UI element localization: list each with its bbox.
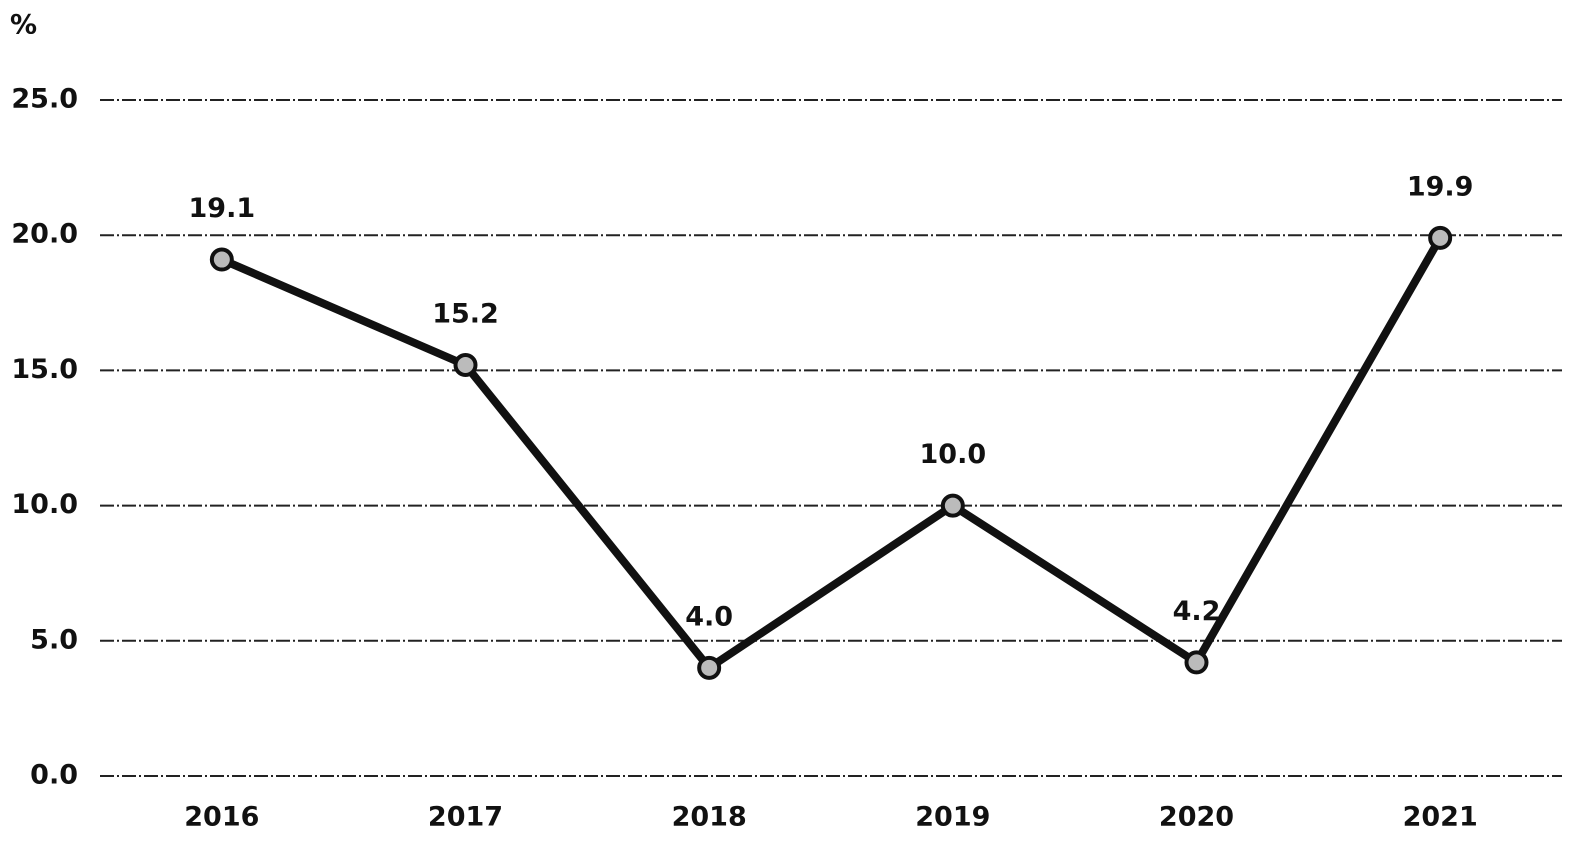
data-label: 19.9: [1407, 171, 1474, 202]
data-label: 19.1: [189, 193, 256, 224]
y-tick-label: 10.0: [11, 489, 78, 520]
y-axis-label: %: [10, 10, 37, 41]
y-tick-label: 5.0: [30, 624, 78, 655]
x-tick-label: 2018: [672, 802, 747, 833]
x-tick-label: 2017: [428, 802, 503, 833]
data-label: 4.0: [685, 601, 733, 632]
data-point: [453, 352, 478, 377]
x-tick-label: 2021: [1403, 802, 1478, 833]
y-tick-label: 25.0: [11, 84, 78, 115]
data-label: 10.0: [920, 439, 987, 470]
data-point: [940, 493, 965, 518]
y-tick-label: 0.0: [30, 760, 78, 791]
data-point: [209, 247, 234, 272]
data-point: [697, 655, 722, 680]
data-label: 4.2: [1173, 596, 1221, 627]
data-point: [1428, 225, 1453, 250]
y-tick-label: 20.0: [11, 219, 78, 250]
data-point: [1184, 650, 1209, 675]
data-label: 15.2: [432, 298, 499, 329]
x-tick-label: 2020: [1159, 802, 1234, 833]
x-tick-label: 2016: [184, 802, 259, 833]
x-tick-label: 2019: [915, 802, 990, 833]
y-tick-label: 15.0: [11, 354, 78, 385]
data-line: [220, 235, 1444, 672]
